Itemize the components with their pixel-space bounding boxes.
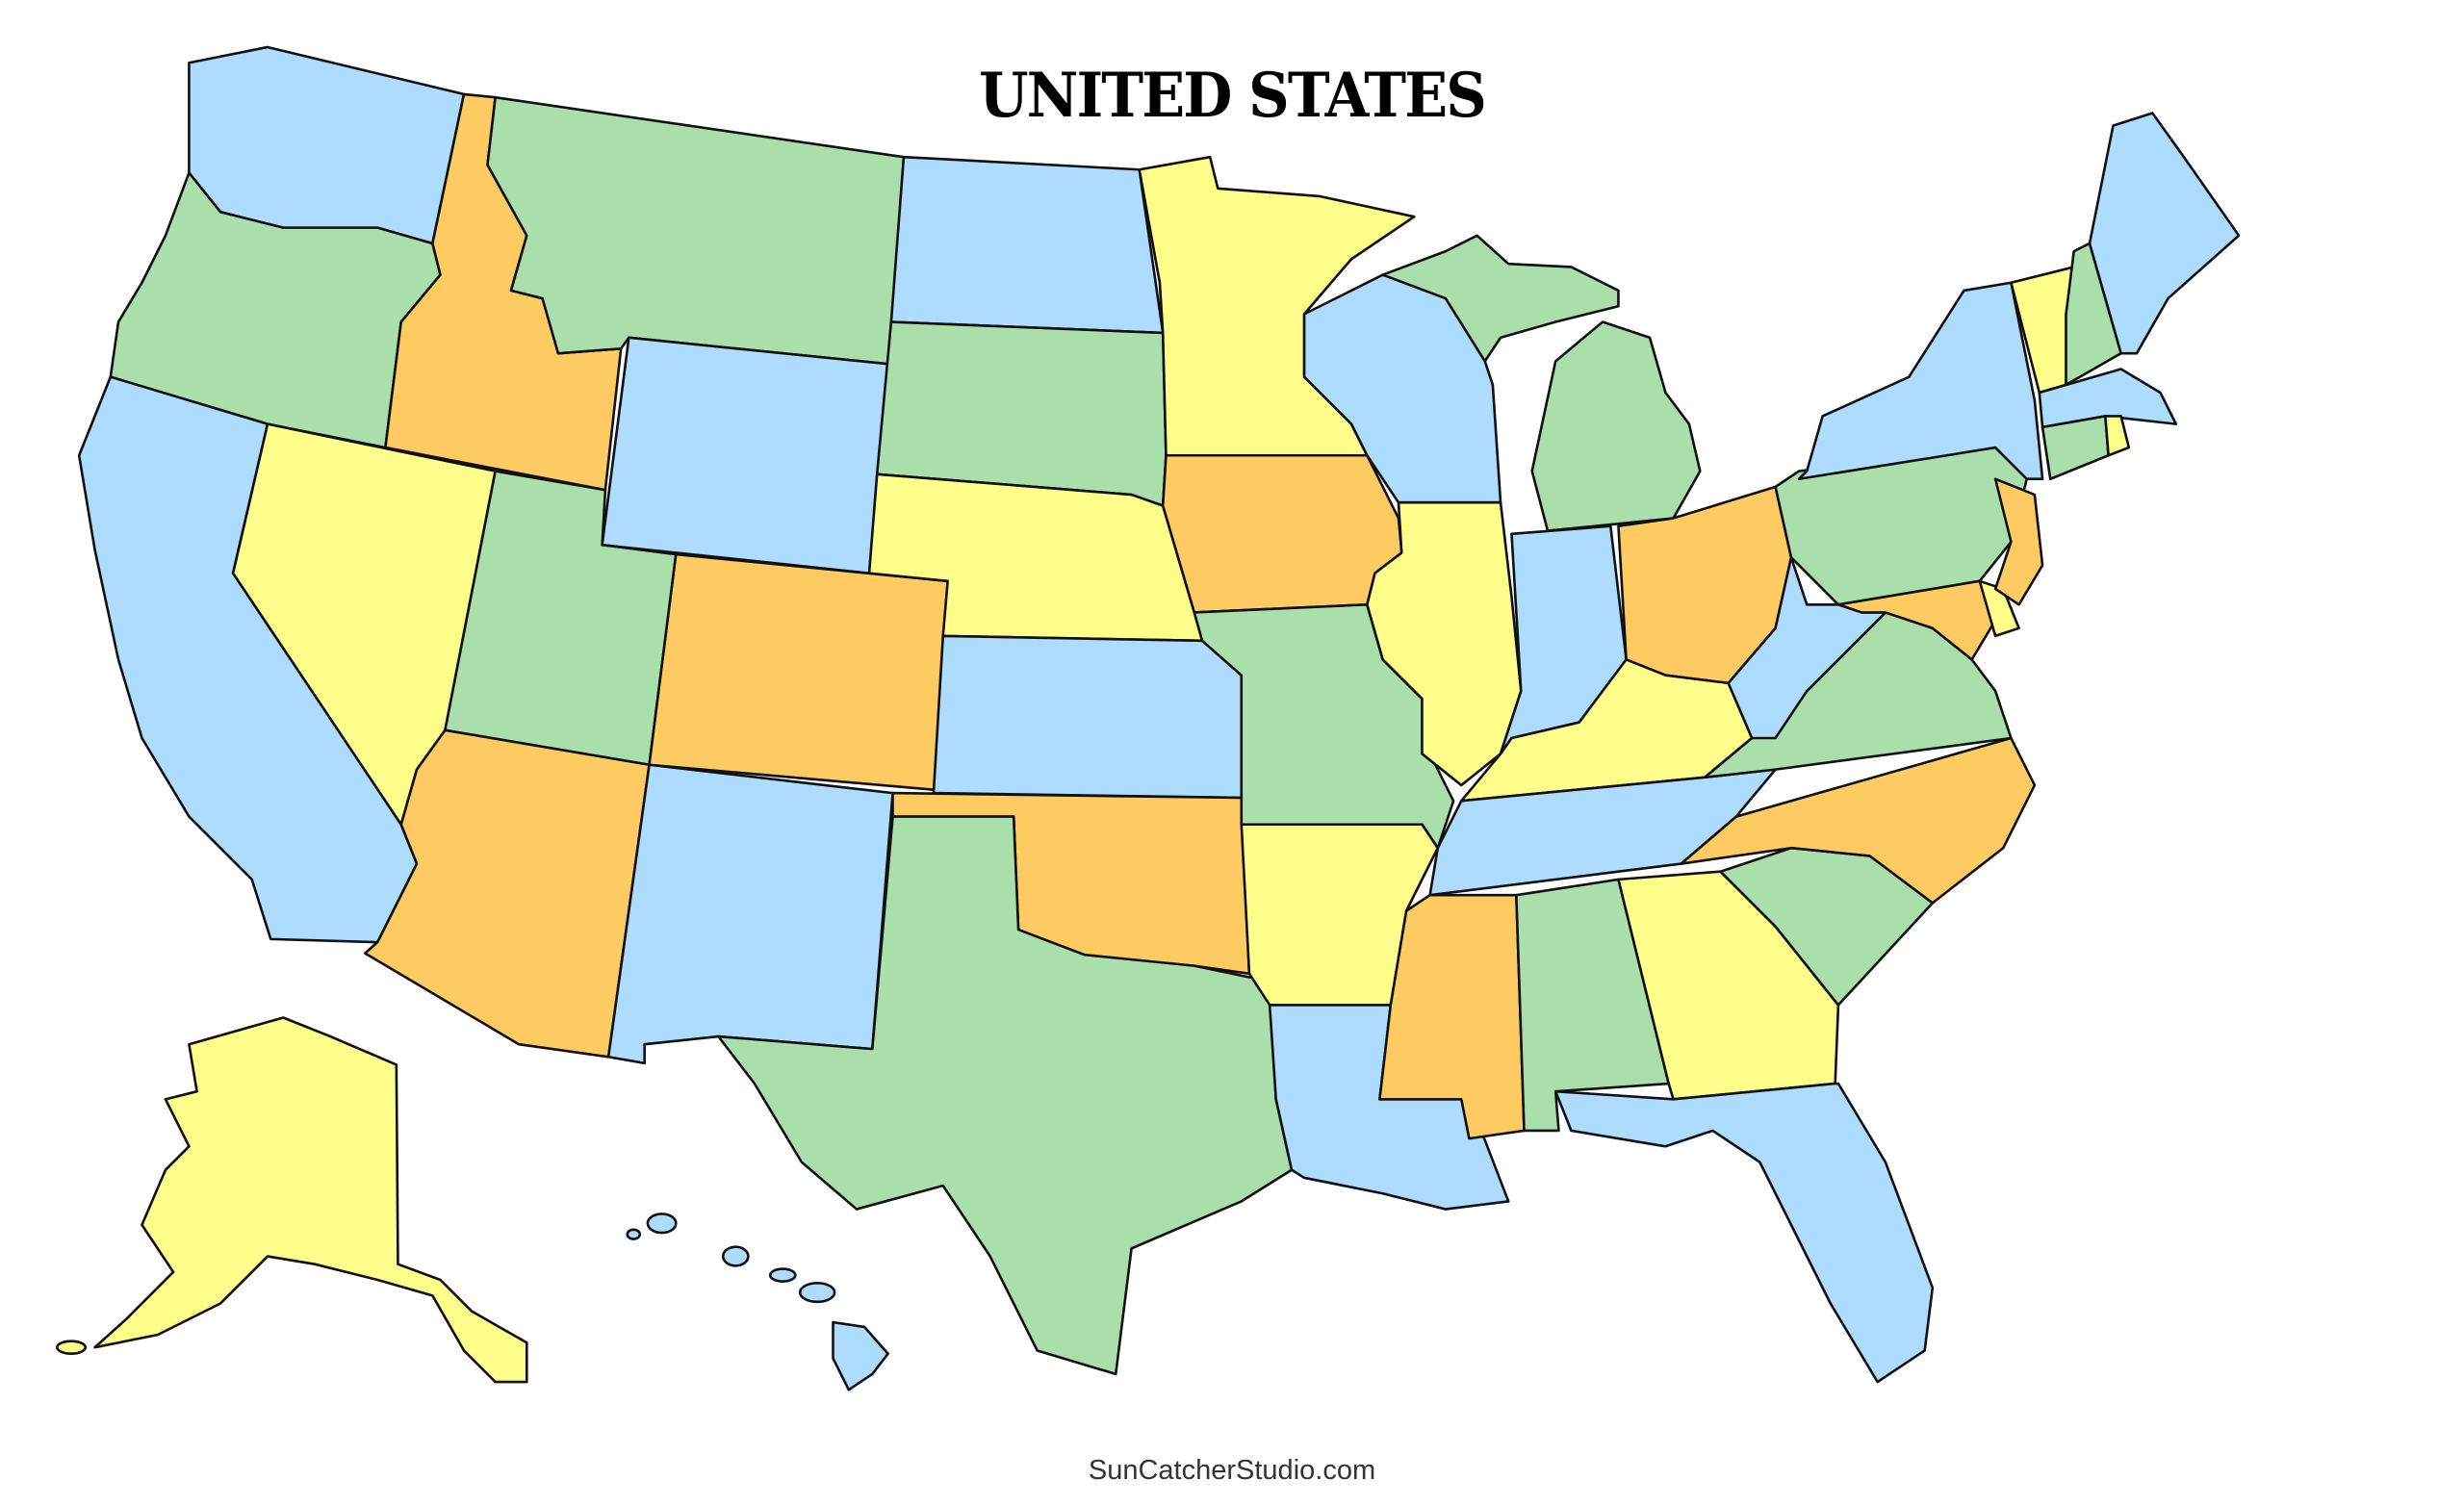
state-new-york[interactable] bbox=[1797, 281, 2044, 481]
state-new-mexico[interactable] bbox=[606, 763, 894, 1065]
state-connecticut[interactable] bbox=[2040, 415, 2110, 481]
credit-link[interactable]: SunCatcherStudio.com bbox=[1088, 1455, 1376, 1486]
state-wisconsin[interactable] bbox=[1302, 273, 1502, 504]
map-title: UNITED STATES bbox=[979, 60, 1487, 132]
state-michigan-lower[interactable] bbox=[1530, 320, 1702, 532]
state-new-jersey[interactable] bbox=[1993, 477, 2044, 606]
state-maine[interactable] bbox=[2088, 112, 2241, 355]
state-alaska-island bbox=[56, 1340, 88, 1356]
state-north-dakota[interactable] bbox=[889, 155, 1165, 335]
state-alaska[interactable] bbox=[93, 1016, 528, 1384]
state-montana[interactable] bbox=[486, 95, 906, 366]
state-florida[interactable] bbox=[1553, 1082, 1935, 1384]
state-kansas[interactable] bbox=[932, 634, 1244, 800]
state-north-carolina[interactable] bbox=[1680, 736, 2037, 905]
state-iowa[interactable] bbox=[1161, 453, 1403, 614]
state-hawaii[interactable] bbox=[626, 1212, 889, 1391]
state-colorado[interactable] bbox=[648, 552, 949, 792]
state-texas[interactable] bbox=[717, 815, 1294, 1376]
state-illinois[interactable] bbox=[1366, 500, 1523, 787]
state-michigan-upper[interactable] bbox=[1381, 234, 1620, 363]
state-wyoming[interactable] bbox=[601, 336, 893, 574]
state-rhode-island[interactable] bbox=[2104, 415, 2131, 457]
